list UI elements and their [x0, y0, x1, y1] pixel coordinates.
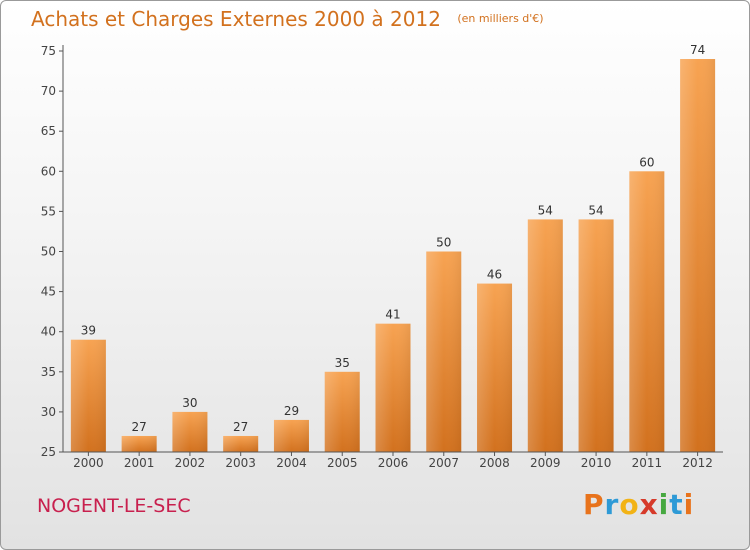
y-tick-label: 55: [41, 204, 56, 218]
y-tick-label: 65: [41, 124, 56, 138]
y-tick-label: 30: [41, 405, 56, 419]
logo-letter: r: [604, 488, 620, 521]
logo-letter: i: [683, 488, 695, 521]
bar-shine: [680, 59, 716, 453]
bar-shine: [121, 435, 157, 452]
x-tick-label: 2010: [581, 456, 612, 470]
y-tick-label: 50: [41, 245, 56, 259]
bar-shine: [426, 251, 462, 452]
bar-value-label: 60: [639, 155, 654, 169]
x-axis: 2000 2001 2002 2003 2004 2005 2006 2007 2008 2009…: [63, 451, 723, 470]
commune-name: NOGENT-LE-SEC: [37, 495, 191, 517]
y-tick-label: 60: [41, 164, 56, 178]
logo-letter: i: [658, 488, 670, 521]
bar-value-label: 39: [81, 324, 96, 338]
logo-letter: o: [619, 488, 640, 521]
bar-shine: [70, 339, 106, 452]
logo-letter: P: [583, 488, 605, 521]
bars: 39 27 30 27 29 35 41 50 46 54 54 60 74: [70, 43, 716, 453]
logo-letter: x: [639, 488, 659, 521]
bar-value-label: 41: [385, 308, 400, 322]
x-tick-label: 2006: [378, 456, 409, 470]
bar-value-label: 46: [487, 268, 502, 282]
x-tick-label: 2000: [73, 456, 104, 470]
x-tick-label: 2012: [682, 456, 713, 470]
x-tick-label: 2005: [327, 456, 358, 470]
logo-letter: t: [669, 488, 684, 521]
bar-value-label: 27: [233, 420, 248, 434]
y-tick-label: 45: [41, 285, 56, 299]
bar-shine: [527, 219, 563, 452]
chart-title-text: Achats et Charges Externes 2000 à 2012: [31, 7, 441, 31]
y-axis: 25 30 35 40 45 50 55 60 65 70 75: [41, 44, 64, 459]
bar-shine: [223, 435, 259, 452]
y-tick-label: 40: [41, 325, 56, 339]
x-tick-label: 2008: [479, 456, 510, 470]
bar-shine: [629, 171, 665, 453]
x-tick-label: 2001: [124, 456, 155, 470]
bar-value-label: 35: [335, 356, 350, 370]
chart-subtitle: (en milliers d'€): [457, 12, 544, 25]
y-tick-label: 75: [41, 44, 56, 58]
bar-shine: [578, 219, 614, 452]
bar-value-label: 74: [690, 43, 705, 57]
bar-shine: [273, 419, 309, 452]
x-tick-label: 2002: [175, 456, 206, 470]
x-tick-label: 2004: [276, 456, 307, 470]
y-tick-label: 70: [41, 84, 56, 98]
y-tick-label: 25: [41, 445, 56, 459]
bar-value-label: 30: [182, 396, 197, 410]
bar-value-label: 27: [132, 420, 147, 434]
bar-value-label: 54: [538, 203, 553, 217]
bar-value-label: 54: [588, 203, 603, 217]
bar-shine: [172, 411, 208, 452]
proxiti-logo: Proxiti: [583, 488, 694, 521]
chart-title: Achats et Charges Externes 2000 à 2012 (…: [31, 7, 544, 31]
bar-value-label: 50: [436, 236, 451, 250]
bar-shine: [324, 371, 360, 452]
bar-shine: [375, 323, 411, 452]
bar-value-label: 29: [284, 404, 299, 418]
x-tick-label: 2011: [632, 456, 663, 470]
x-tick-label: 2003: [225, 456, 256, 470]
x-tick-label: 2009: [530, 456, 561, 470]
y-tick-label: 35: [41, 365, 56, 379]
bar-shine: [477, 283, 513, 452]
x-tick-label: 2007: [428, 456, 459, 470]
